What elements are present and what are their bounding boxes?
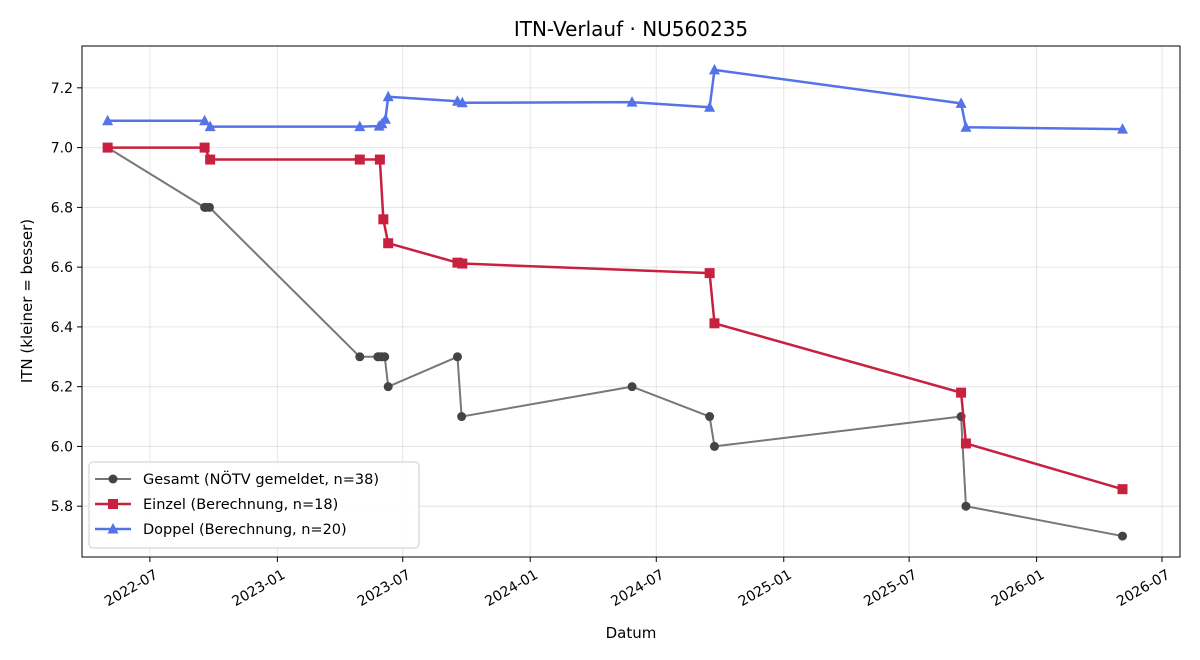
legend-item: Doppel (Berechnung, n=20): [95, 522, 347, 538]
y-axis-label: ITN (kleiner = besser): [18, 219, 36, 383]
legend-label: Doppel (Berechnung, n=20): [143, 522, 347, 538]
series-einzel: [102, 142, 1128, 495]
legend-marker: [107, 523, 119, 534]
data-point: [709, 441, 719, 451]
data-point: [204, 120, 216, 132]
data-point: [709, 318, 720, 329]
data-point: [379, 113, 391, 124]
data-point: [956, 387, 967, 398]
data-point: [961, 501, 971, 511]
data-point: [204, 202, 214, 212]
series-line: [107, 68, 1123, 131]
data-point: [199, 114, 211, 126]
data-point: [374, 154, 385, 165]
data-point: [102, 114, 114, 126]
data-point: [354, 120, 366, 132]
data-point: [705, 412, 715, 422]
data-point: [354, 154, 365, 165]
data-point: [355, 352, 365, 362]
data-point: [626, 96, 638, 107]
series-line: [107, 146, 1123, 491]
data-point: [457, 258, 468, 269]
data-point: [383, 382, 393, 392]
data-point: [199, 142, 210, 153]
y-tick-label: 6.6: [51, 260, 73, 276]
legend-marker: [108, 474, 118, 484]
data-point: [452, 352, 462, 362]
data-point: [955, 97, 967, 108]
data-point: [704, 101, 716, 112]
data-point: [378, 214, 389, 225]
legend-label: Gesamt (NÖTV gemeldet, n=38): [143, 470, 379, 488]
y-tick-label: 7.0: [51, 141, 73, 157]
data-point: [627, 382, 637, 392]
data-point: [960, 438, 971, 449]
legend-box: [88, 461, 420, 549]
legend-label: Einzel (Berechnung, n=18): [143, 497, 338, 513]
legend-item: Gesamt (NÖTV gemeldet, n=38): [95, 470, 379, 488]
data-point: [380, 352, 390, 362]
series-doppel: [102, 63, 1129, 134]
y-tick-label: 6.8: [51, 200, 73, 216]
y-tick-label: 6.2: [51, 380, 73, 396]
data-point: [1118, 531, 1128, 541]
data-point: [205, 154, 216, 165]
legend-item: Einzel (Berechnung, n=18): [95, 497, 338, 513]
data-point: [1117, 123, 1129, 134]
data-point: [456, 96, 468, 108]
data-point: [708, 63, 720, 75]
data-point: [102, 142, 113, 153]
chart-title: ITN-Verlauf · NU560235: [514, 17, 748, 41]
y-tick-label: 5.8: [51, 499, 73, 515]
data-point: [960, 121, 972, 132]
data-point: [383, 238, 394, 249]
legend: Gesamt (NÖTV gemeldet, n=38) Einzel (Bere…: [88, 461, 420, 549]
data-point: [1117, 484, 1128, 495]
series-layer: [102, 63, 1129, 541]
legend-marker: [108, 499, 118, 509]
series-gesamt: [103, 143, 1128, 541]
y-tick-label: 6.0: [51, 439, 73, 455]
plot-area-frame: [81, 45, 1181, 558]
grid: [82, 46, 1180, 557]
data-point: [382, 90, 394, 102]
x-axis-label: Datum: [606, 624, 657, 642]
data-point: [457, 412, 467, 422]
y-tick-label: 6.4: [51, 320, 73, 336]
y-tick-label: 7.2: [51, 81, 73, 97]
data-point: [704, 268, 715, 279]
